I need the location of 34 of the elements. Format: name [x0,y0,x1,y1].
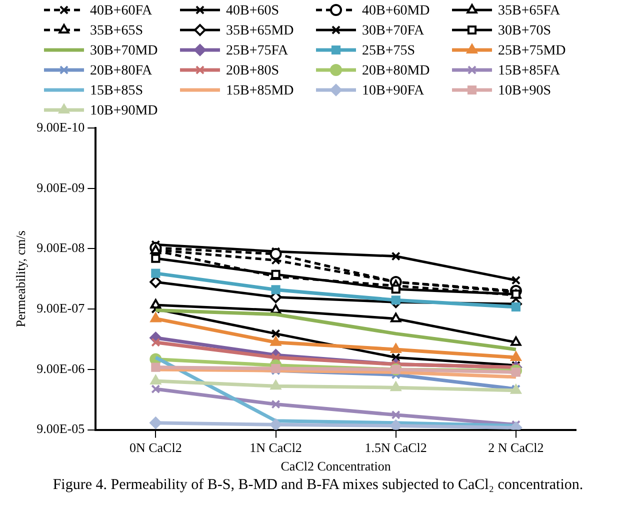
y-tick-label: 9.00E-05 [36,421,85,436]
legend-label: 10B+90MD [90,104,158,119]
legend-label: 40B+60S [226,4,280,19]
y-tick-label: 9.00E-07 [36,300,86,316]
legend-label: 25B+75MD [498,44,566,59]
x-tick-label: 1.5N CaCl2 [364,440,427,456]
caption: Figure 4. Permeability of B-S, B-MD and B-FA mixes subjected to CaCl₂ concentration. [52,477,584,494]
legend-label: 20B+80MD [362,64,430,79]
legend-label: 20B+80FA [90,64,153,79]
legend-label: 40B+60FA [90,4,153,19]
legend-label: 25B+75S [362,44,416,59]
legend-label: 15B+85FA [498,64,561,79]
legend-label: 15B+85MD [226,84,294,99]
legend-label: 10B+90S [498,84,552,99]
legend-label: 30B+70FA [362,24,425,39]
legend-label: 40B+60MD [362,4,430,19]
legend-label: 10B+90FA [362,84,425,99]
legend-label: 20B+80S [226,64,280,79]
legend-label: 35B+65S [90,24,144,39]
x-tick-label: 1N CaCl2 [250,440,302,456]
legend-label: 30B+70MD [90,44,158,59]
x-tick-label: 0N CaCl2 [129,440,182,456]
legend-label: 30B+70S [498,24,552,39]
x-tick-label: 2 N CaCl2 [488,440,544,456]
y-tick-label: 9.00E-06 [36,360,86,376]
y-axis-title: Permeability, cm/s [13,230,28,328]
y-tick-label: 9.00E-09 [36,180,85,195]
legend-label: 35B+65FA [498,4,561,19]
legend-label: 35B+65MD [226,24,294,39]
y-tick-label: 9.00E-08 [36,240,85,256]
x-axis-title: CaCl2 Concentration [280,458,392,474]
legend-label: 15B+85S [90,84,144,99]
legend-label: 25B+75FA [226,44,289,59]
y-tick-label: 9.00E-10 [36,119,85,134]
